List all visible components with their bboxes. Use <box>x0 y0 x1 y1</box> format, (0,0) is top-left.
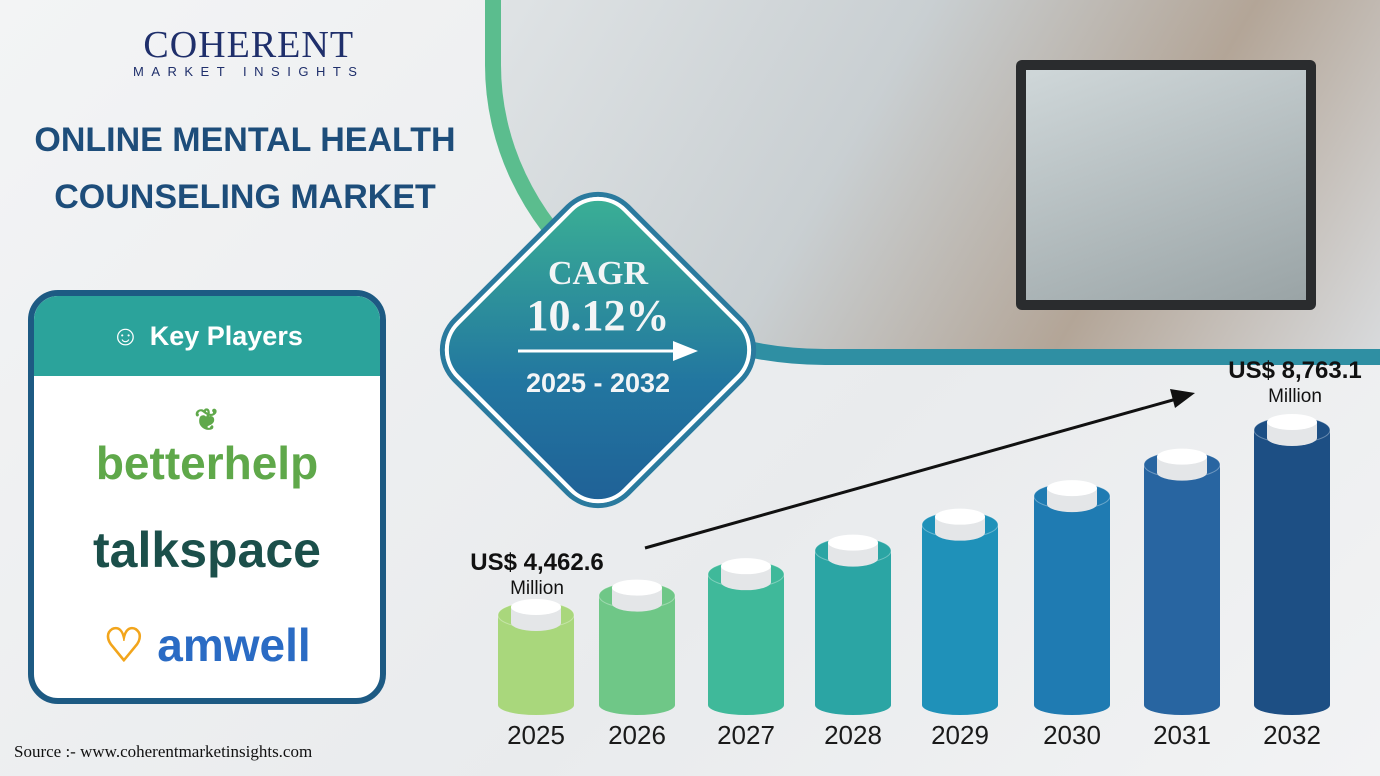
bar-2031 <box>1143 448 1221 715</box>
arrow-right-icon <box>518 341 698 361</box>
year-label: 2025 <box>507 720 565 750</box>
cagr-value: 10.12% <box>526 291 670 340</box>
year-label: 2026 <box>608 720 666 750</box>
bar-2029 <box>921 508 999 715</box>
bar-2030 <box>1033 480 1111 715</box>
year-label: 2028 <box>824 720 882 750</box>
bar-2027 <box>707 558 785 715</box>
key-players-panel: ☺ Key Players ❦ betterhelp talkspace ♡ amw… <box>28 290 386 704</box>
year-label: 2029 <box>931 720 989 750</box>
bar-2026 <box>598 579 676 715</box>
trend-arrow-head <box>1170 389 1195 408</box>
year-label: 2032 <box>1263 720 1321 750</box>
year-label: 2030 <box>1043 720 1101 750</box>
key-players-title: Key Players <box>149 320 303 351</box>
year-label: 2027 <box>717 720 775 750</box>
amwell-logo: ♡ amwell <box>103 619 311 671</box>
bar-2032 <box>1253 414 1331 715</box>
cagr-period: 2025 - 2032 <box>525 368 671 398</box>
source-text: Source :- www.coherentmarketinsights.com <box>14 742 313 761</box>
logo-name: COHERENT <box>143 24 355 66</box>
bar-2025 <box>497 598 575 715</box>
talkspace-logo: talkspace <box>93 522 321 578</box>
bar-2028 <box>814 534 892 715</box>
trend-arrow <box>644 396 1181 550</box>
title-line-2: COUNSELING MARKET <box>54 178 436 216</box>
start-value-label: US$ 4,462.6 Million <box>470 549 604 600</box>
betterhelp-logo: ❦ betterhelp <box>95 404 319 490</box>
page-title: ONLINE MENTAL HEALTH COUNSELING MARKET <box>0 112 490 226</box>
handshake-icon: ☺ <box>111 320 140 351</box>
monitor-image <box>1016 60 1316 310</box>
logo: COHERENT MARKET INSIGHTS <box>133 26 364 79</box>
hero-photo <box>485 0 1380 365</box>
title-line-1: ONLINE MENTAL HEALTH <box>34 121 456 159</box>
year-label: 2031 <box>1153 720 1211 750</box>
logo-tagline: MARKET INSIGHTS <box>133 64 365 79</box>
cagr-text: CAGR 10.12% 2025 - 2032 <box>478 255 718 399</box>
cagr-label: CAGR <box>547 255 649 292</box>
end-value-label: US$ 8,763.1 Million <box>1228 357 1362 408</box>
